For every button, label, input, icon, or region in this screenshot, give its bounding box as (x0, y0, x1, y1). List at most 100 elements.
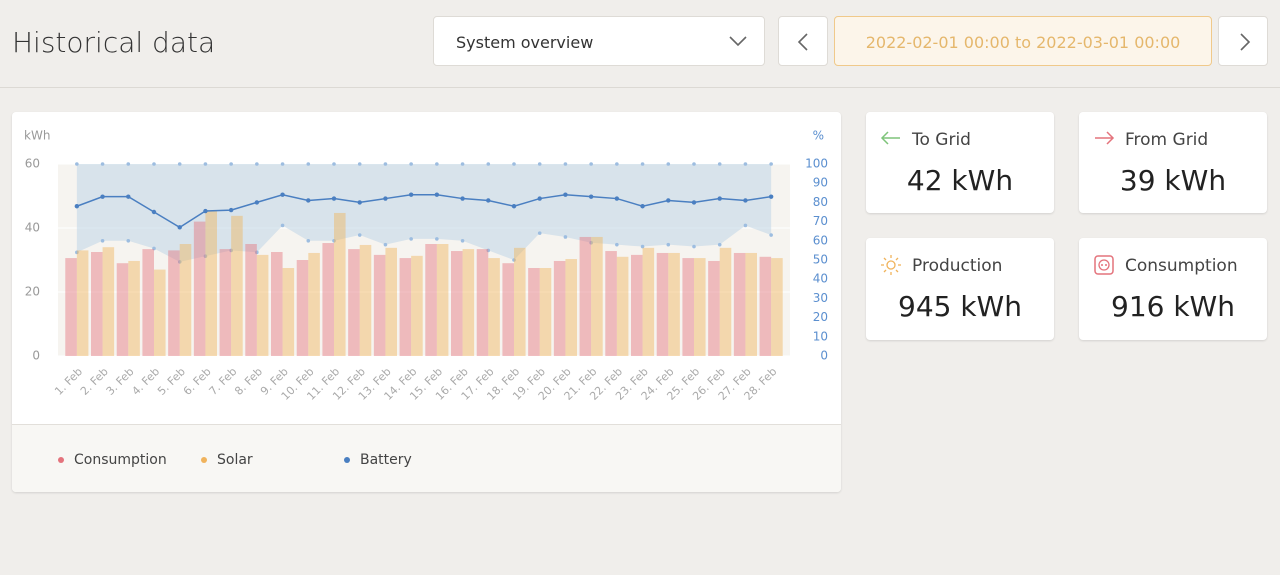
battery-point (357, 200, 362, 205)
legend-item[interactable]: Consumption (58, 452, 167, 468)
bar (771, 258, 783, 356)
bar (219, 249, 232, 356)
battery-range-point (717, 242, 722, 247)
date-range[interactable]: 2022-02-01 00:00 to 2022-03-01 00:00 (834, 16, 1212, 66)
battery-range-point (589, 240, 593, 245)
battery-range-point (306, 239, 311, 243)
battery-range-point (769, 233, 773, 237)
battery-range-point (409, 162, 413, 166)
battery-range-point (666, 242, 671, 247)
bar (476, 249, 489, 356)
y2-tick-label: 80 (813, 195, 828, 209)
battery-point (177, 225, 182, 230)
bar (553, 260, 566, 356)
bar (231, 215, 243, 356)
battery-range-point (306, 162, 311, 166)
bar (308, 252, 320, 356)
battery-range-point (435, 162, 439, 166)
battery-range-point (126, 162, 131, 166)
bar (451, 251, 463, 356)
y-tick-label: 0 (32, 349, 40, 363)
battery-range-point (589, 162, 593, 166)
bar (256, 254, 269, 356)
page-title: Historical data (12, 26, 216, 59)
legend-label: Battery (360, 452, 412, 468)
bar (65, 258, 77, 356)
battery-range-point (255, 250, 259, 255)
battery-point (203, 208, 208, 214)
battery-range-point (743, 162, 748, 166)
battery-range-point (383, 242, 388, 247)
x-tick-label: 2. Feb (78, 365, 111, 398)
y2-tick-label: 70 (813, 214, 828, 228)
battery-range-point (332, 239, 336, 243)
y-tick-label: 40 (25, 221, 40, 235)
legend-dot (344, 457, 350, 463)
legend-item[interactable]: Solar (201, 452, 253, 468)
y2-tick-label: 60 (813, 233, 828, 247)
battery-range-point (409, 237, 413, 241)
legend-dot (201, 457, 207, 463)
bar (462, 249, 475, 356)
battery-range-point (357, 233, 362, 237)
bar (436, 244, 449, 356)
bar (359, 244, 372, 356)
bar (682, 258, 694, 356)
x-tick-label: 1. Feb (52, 365, 85, 398)
battery-point (743, 198, 748, 203)
bar (128, 260, 140, 356)
y-tick-label: 20 (25, 285, 40, 299)
card-value: 42 kWh (906, 164, 1014, 197)
bar (91, 252, 103, 356)
battery-range-point (460, 239, 465, 243)
battery-range-point (743, 223, 748, 228)
y2-tick-label: 50 (813, 253, 828, 267)
chevron-down (729, 36, 747, 47)
battery-point (768, 194, 774, 199)
bar (745, 252, 757, 356)
bar (733, 252, 746, 356)
y-axis-label: kWh (24, 129, 50, 143)
bar (616, 256, 629, 356)
next-button[interactable] (1218, 16, 1268, 66)
card-label: To Grid (912, 130, 971, 150)
y2-axis-label: % (813, 129, 824, 143)
battery-range-point (512, 162, 516, 166)
battery-range-point (100, 239, 105, 243)
bar (539, 268, 552, 356)
legend: Consumption Solar Battery (12, 424, 841, 492)
card-label: Production (912, 256, 1003, 276)
battery-range-point (255, 162, 259, 166)
battery-point (280, 192, 285, 197)
battery-range-point (563, 162, 568, 166)
battery-range-point (229, 248, 233, 253)
prev-button[interactable] (778, 16, 828, 66)
battery-range-point (177, 162, 182, 166)
battery-range-point (203, 162, 208, 166)
view-dropdown[interactable]: System overview (433, 16, 765, 66)
bar (154, 269, 166, 356)
bar (694, 258, 706, 356)
battery-range-point (177, 260, 182, 264)
battery-range-point (537, 231, 542, 235)
y2-tick-label: 30 (813, 291, 828, 305)
bar (656, 252, 669, 356)
bar (579, 236, 592, 356)
bar (116, 263, 129, 356)
legend-item[interactable]: Battery (344, 452, 412, 468)
card-value: 916 kWh (1111, 290, 1235, 323)
bar (528, 268, 540, 356)
x-tick-label: 6. Feb (181, 365, 214, 398)
divider (0, 87, 1280, 88)
battery-point (74, 204, 80, 209)
battery-point (306, 198, 311, 203)
bar (348, 249, 360, 356)
bar (193, 221, 206, 356)
battery-line (76, 193, 772, 229)
battery-point (614, 196, 620, 201)
stat-card: To Grid 42 kWh (866, 112, 1054, 213)
bar (179, 244, 192, 356)
battery-point (126, 194, 131, 199)
bar (102, 247, 115, 356)
